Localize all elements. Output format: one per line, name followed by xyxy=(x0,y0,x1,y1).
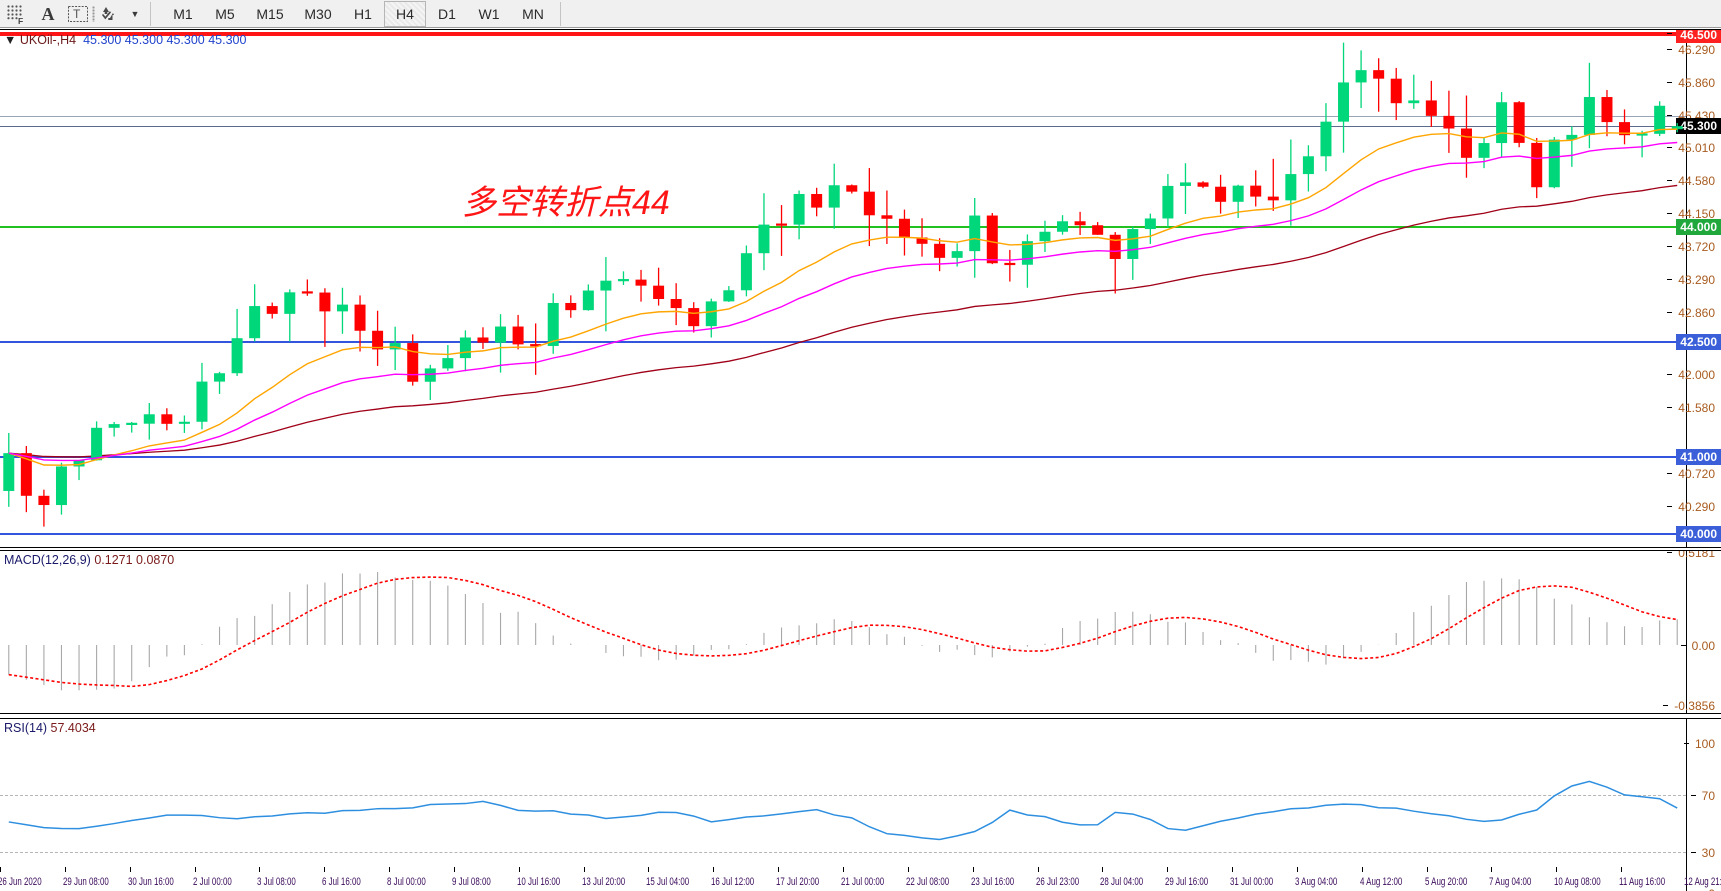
svg-text:F: F xyxy=(18,16,23,25)
svg-text:T: T xyxy=(73,7,81,21)
